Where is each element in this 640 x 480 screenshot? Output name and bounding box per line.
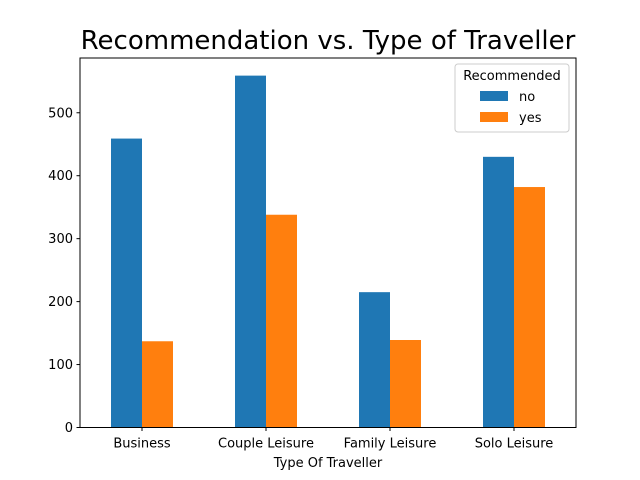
- legend-swatch-no: [480, 91, 508, 101]
- y-tick-label: 100: [48, 358, 73, 373]
- x-tick-label: Business: [113, 437, 171, 452]
- bar-yes-solo-leisure: [514, 187, 545, 428]
- legend-label-yes: yes: [519, 111, 542, 126]
- bar-yes-business: [142, 341, 173, 428]
- bar-yes-couple-leisure: [266, 214, 297, 428]
- y-tick-label: 500: [48, 106, 73, 121]
- x-axis: Business Couple Leisure Family Leisure Solo…: [113, 427, 554, 452]
- y-tick-label: 300: [48, 232, 73, 247]
- x-tick-label: Solo Leisure: [475, 437, 554, 452]
- legend-swatch-yes: [480, 112, 508, 122]
- legend-label-no: no: [519, 90, 535, 105]
- x-tick-label: Family Leisure: [344, 437, 437, 452]
- y-tick-label: 400: [48, 169, 73, 184]
- y-axis: 0 100 200 300 400 500: [48, 106, 80, 436]
- chart-title: Recommendation vs. Type of Traveller: [81, 26, 576, 56]
- x-axis-label: Type Of Traveller: [273, 456, 383, 471]
- legend-items: no yes: [480, 90, 542, 126]
- y-tick-label: 0: [65, 421, 73, 436]
- legend: Recommended no yes: [454, 63, 570, 133]
- y-tick-label: 200: [48, 295, 73, 310]
- bar-no-business: [111, 138, 142, 428]
- bar-no-couple-leisure: [235, 75, 266, 428]
- bar-no-family-leisure: [359, 292, 390, 428]
- bar-yes-family-leisure: [390, 340, 421, 428]
- legend-title: Recommended: [463, 69, 561, 84]
- bar-no-solo-leisure: [483, 156, 514, 428]
- x-tick-label: Couple Leisure: [218, 437, 314, 452]
- bars-layer: [111, 75, 545, 428]
- plot-frame: [79, 57, 577, 428]
